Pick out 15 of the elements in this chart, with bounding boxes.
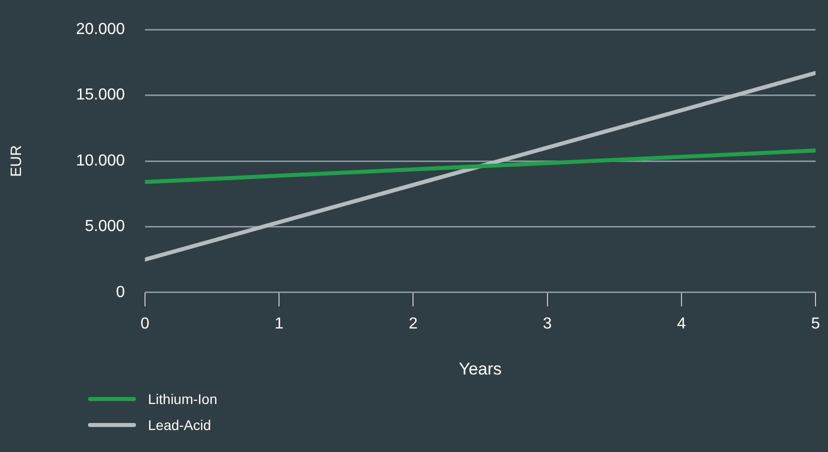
x-tick-label: 3 bbox=[542, 315, 552, 332]
x-tick-label: 5 bbox=[811, 315, 820, 332]
y-tick-label: 0 bbox=[116, 284, 126, 301]
x-tick-label: 1 bbox=[274, 315, 284, 332]
x-tick-label: 0 bbox=[140, 315, 150, 332]
x-axis-title: Years bbox=[458, 359, 502, 378]
y-tick-label: 5.000 bbox=[84, 218, 126, 236]
y-tick-label: 10.000 bbox=[76, 152, 126, 170]
x-tick-label: 4 bbox=[676, 315, 686, 332]
x-tick-label: 2 bbox=[408, 315, 418, 332]
y-axis-title: EUR bbox=[8, 145, 26, 177]
legend-label: Lead-Acid bbox=[148, 417, 212, 433]
legend-label: Lithium-Ion bbox=[148, 391, 218, 407]
y-tick-label: 20.000 bbox=[76, 21, 126, 38]
y-tick-label: 15.000 bbox=[76, 86, 126, 104]
